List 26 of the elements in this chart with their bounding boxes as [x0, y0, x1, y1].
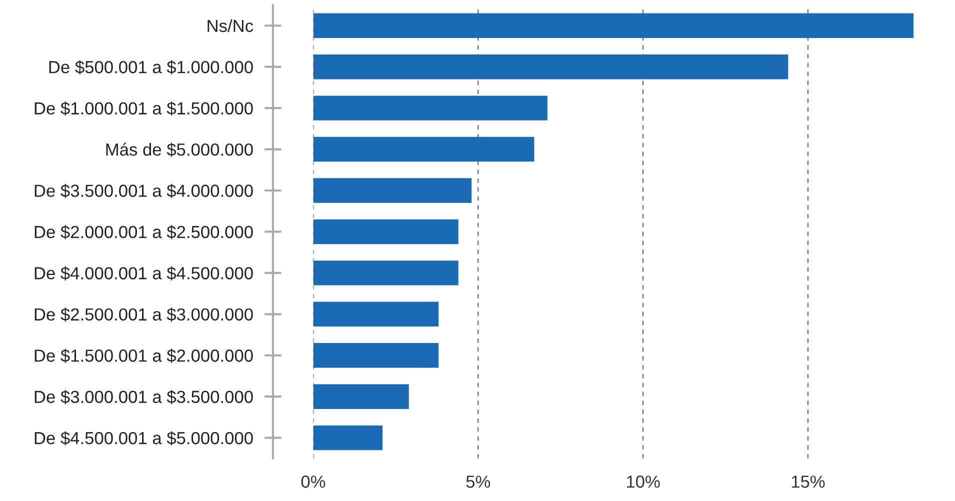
- bar: [313, 219, 458, 244]
- y-tick-label: De $1.000.001 a $1.500.000: [34, 101, 253, 116]
- bar: [313, 54, 788, 80]
- y-tick-label: De $4.000.001 a $4.500.000: [34, 266, 253, 280]
- y-tick-label: De $4.500.001 a $5.000.000: [34, 431, 253, 446]
- y-tick-label: De $3.000.001 a $3.500.000: [34, 390, 253, 404]
- y-tick-label: De $2.500.001 a $3.000.000: [34, 308, 253, 322]
- bar: [313, 384, 409, 409]
- y-tick-label: De $3.500.001 a $4.000.000: [34, 184, 253, 198]
- bar: [313, 425, 382, 450]
- x-tick-label: 5%: [466, 476, 490, 488]
- bar: [313, 13, 914, 38]
- y-tick-label: De $1.500.001 a $2.000.000: [34, 348, 253, 363]
- bar: [313, 260, 458, 286]
- bar: [313, 178, 472, 203]
- y-tick-label: De $2.000.001 a $2.500.000: [34, 225, 253, 240]
- x-tick-label: 0%: [301, 476, 326, 488]
- bar: [313, 343, 439, 368]
- y-tick-label: Más de $5.000.000: [106, 142, 253, 157]
- bar: [313, 302, 439, 327]
- x-tick-label: 10%: [627, 476, 660, 488]
- y-tick-label: De $500.001 a $1.000.000: [49, 60, 253, 74]
- y-tick-label: Ns/Nc: [208, 19, 254, 32]
- x-tick-label: 15%: [792, 476, 825, 488]
- bar: [313, 136, 534, 162]
- bar: [313, 96, 548, 120]
